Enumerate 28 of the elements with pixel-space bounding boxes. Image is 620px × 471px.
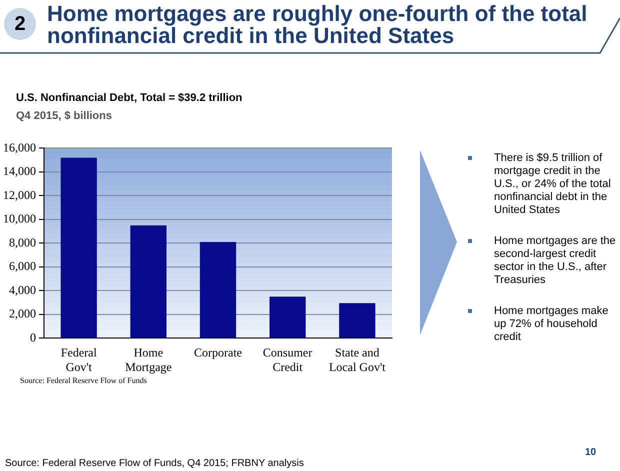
bar [200,242,236,338]
source-note: Source: Federal Reserve Flow of Funds [20,376,147,385]
x-tick-label: Consumer Credit [262,346,312,374]
x-tick-label: Federal Gov't [60,346,98,374]
y-tick-label: 10,000 [3,212,36,226]
x-tick-label: Corporate [194,346,242,360]
bar [60,158,97,338]
y-axis-title: Q4 2015, $ billions [16,110,112,122]
y-tick-label: 14,000 [3,164,36,178]
chart-title: Home mortgages are roughly one-fourth of the total nonfinancial credit in the United States [47,1,588,48]
bar [130,225,166,338]
text: 10 [585,447,596,458]
text: There is $9.5 trillion of mortgage credit in the U.S., or 24% of the total nonfinancial debt in the United States [493,152,612,217]
x-tick-label: Home Mortgage [125,346,172,374]
y-tick-label: 16,000 [3,140,36,154]
chart-subtitle: U.S. Nonfinancial Debt, Total = $39.2 trillion [16,92,242,104]
y-tick-label: 12,000 [3,188,36,202]
bar [270,296,306,338]
y-tick-label: 0 [30,330,36,344]
text: Home mortgages are the second-largest credit sector in the U.S., after Treasuries [493,235,616,287]
y-tick-label: 6,000 [9,259,36,274]
x-tick-label: State and Local Gov't [328,346,386,374]
bar [339,303,376,338]
y-tick-label: 8,000 [9,235,36,250]
text: Home mortgages make up 72% of household credit [493,305,610,344]
source-note: Source: Federal Reserve Flow of Funds, Q4 2015; FRBNY analysis [5,458,304,469]
y-tick-label: 2,000 [9,306,36,321]
y-tick-label: 4,000 [9,282,36,297]
